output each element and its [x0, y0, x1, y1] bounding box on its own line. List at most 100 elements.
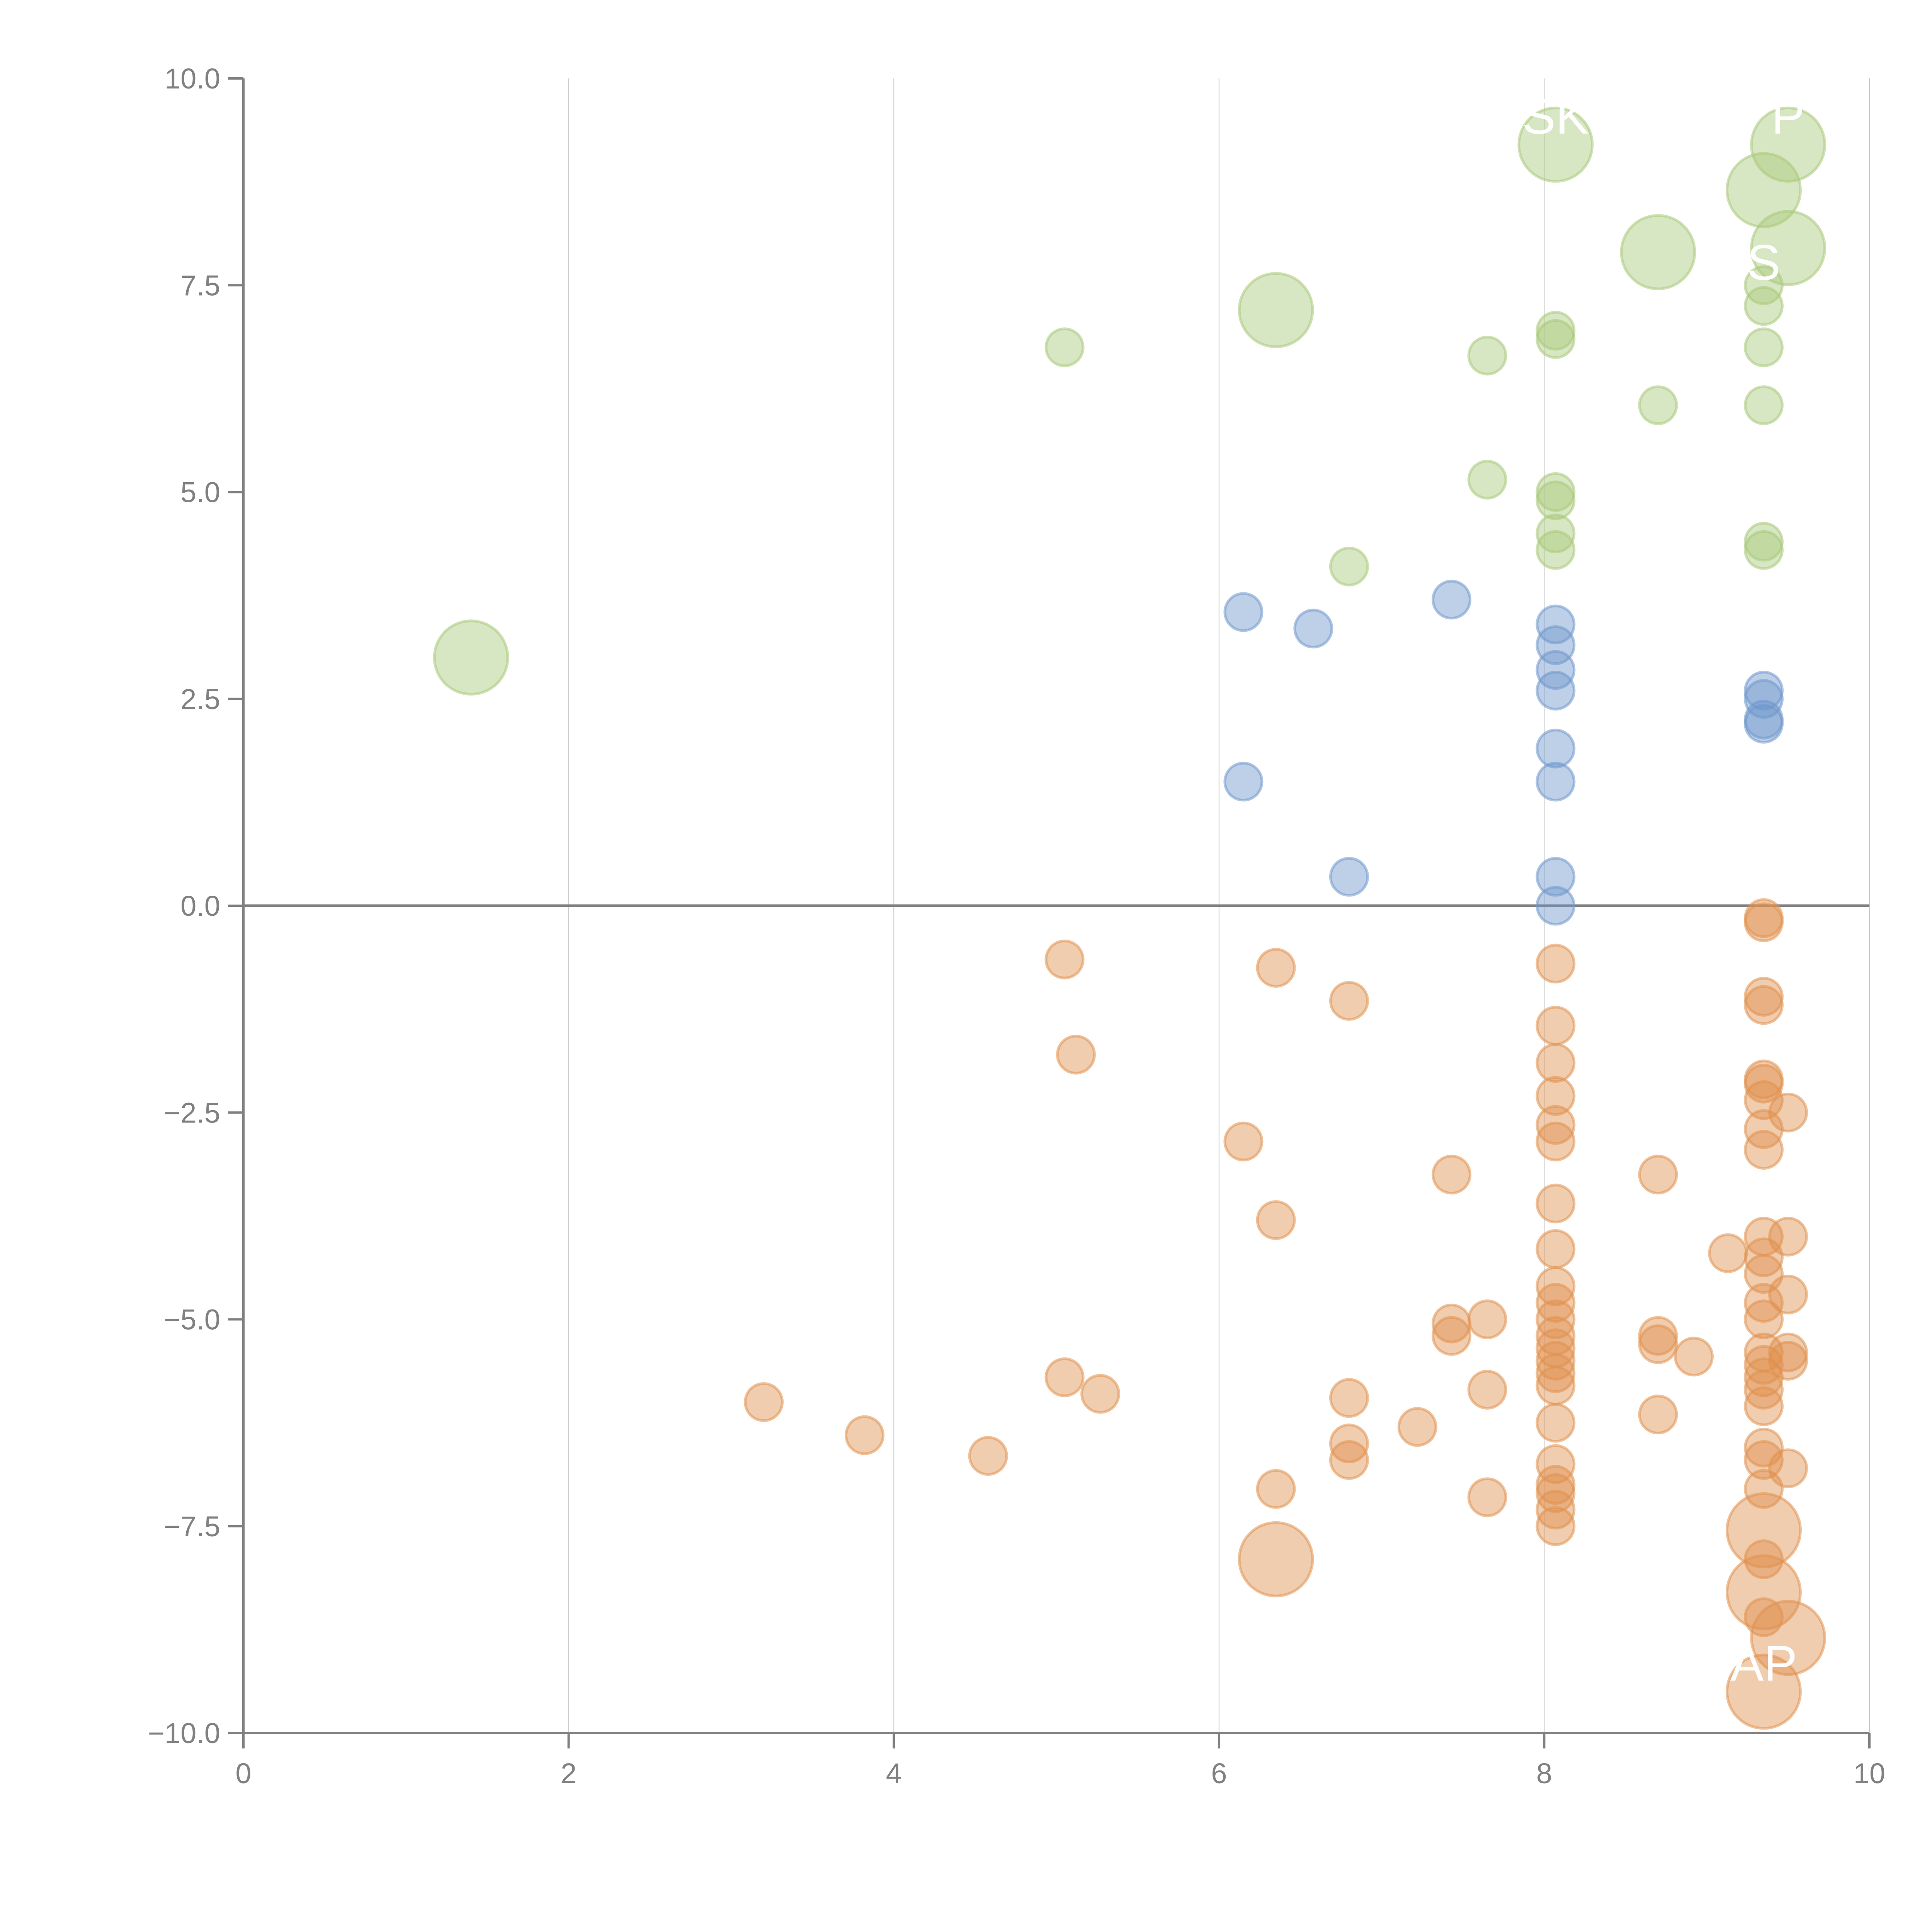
- data-point-green: [1517, 106, 1594, 183]
- data-point-orange: [1536, 1366, 1576, 1406]
- data-point-orange: [1768, 1341, 1808, 1381]
- y-tick-label: 5.0: [180, 476, 220, 509]
- data-point-orange: [1467, 1369, 1507, 1410]
- data-point-orange: [1536, 1229, 1576, 1269]
- data-point-green: [1638, 385, 1678, 425]
- data-point-orange: [1329, 981, 1369, 1021]
- data-points: [433, 106, 1827, 1730]
- data-point-green: [1536, 319, 1576, 359]
- data-point-orange: [1743, 985, 1784, 1025]
- data-point-orange: [1256, 948, 1296, 988]
- data-point-orange: [1708, 1233, 1748, 1273]
- point-label: P: [1771, 88, 1805, 145]
- data-point-green: [1743, 385, 1784, 425]
- data-point-blue: [1536, 762, 1576, 802]
- data-point-orange: [1743, 902, 1784, 942]
- data-point-orange: [1044, 939, 1085, 980]
- data-point-blue: [1743, 704, 1784, 744]
- data-point-green: [1467, 459, 1507, 500]
- data-point-orange: [1743, 1299, 1784, 1339]
- x-tick-label: 0: [235, 1757, 251, 1789]
- data-point-orange: [1725, 1492, 1802, 1568]
- data-point-orange: [1536, 1121, 1576, 1162]
- data-point-orange: [1056, 1034, 1096, 1075]
- data-point-green: [1329, 546, 1369, 587]
- data-point-orange: [1223, 1121, 1264, 1162]
- data-point-orange: [1256, 1469, 1296, 1509]
- data-point-green: [1743, 286, 1784, 326]
- data-point-green: [1743, 265, 1784, 305]
- data-point-blue: [1293, 609, 1333, 649]
- data-point-orange: [1743, 1386, 1784, 1426]
- data-point-blue: [1223, 592, 1264, 632]
- data-point-orange: [844, 1415, 884, 1455]
- data-point-orange: [1536, 1105, 1576, 1145]
- data-point-green: [1750, 106, 1827, 183]
- data-point-orange: [1674, 1337, 1714, 1377]
- point-label: SK: [1522, 88, 1589, 145]
- data-point-green: [1467, 335, 1507, 376]
- data-point-orange: [1536, 1005, 1576, 1046]
- data-point-orange: [1768, 1216, 1808, 1257]
- point-label: S: [1747, 234, 1781, 291]
- data-point-green: [1238, 272, 1314, 348]
- data-point-orange: [1536, 1473, 1576, 1513]
- data-point-orange: [1080, 1374, 1121, 1414]
- data-point-orange: [1536, 1403, 1576, 1443]
- data-point-orange: [1329, 1378, 1369, 1418]
- data-point-green: [1536, 530, 1576, 570]
- y-tick-label: 0.0: [180, 890, 220, 922]
- data-point-orange: [968, 1436, 1008, 1476]
- y-tick-label: −2.5: [164, 1097, 220, 1129]
- data-point-orange: [1743, 1130, 1784, 1170]
- point-labels: SK P S AP: [1522, 88, 1805, 1692]
- data-point-orange: [1638, 1395, 1678, 1435]
- data-point-orange: [1329, 1423, 1369, 1464]
- data-point-orange: [1397, 1407, 1437, 1447]
- data-point-orange: [1743, 1063, 1784, 1104]
- data-point-orange: [1638, 1324, 1678, 1364]
- y-ticks: −10.0 −7.5 −5.0 −2.5 0.0 2.5 5.0 7.5 10.0: [148, 63, 243, 1749]
- data-point-orange: [1536, 1043, 1576, 1083]
- data-point-blue: [1432, 580, 1472, 620]
- data-point-orange: [1768, 1448, 1808, 1488]
- data-point-orange: [1536, 1444, 1576, 1484]
- data-point-orange: [1536, 1353, 1576, 1393]
- data-point-green: [1743, 530, 1784, 570]
- y-tick-label: 10.0: [165, 63, 220, 95]
- x-tick-label: 6: [1211, 1757, 1227, 1789]
- data-point-green: [1044, 327, 1085, 367]
- data-point-orange: [1432, 1316, 1472, 1356]
- data-point-blue: [1536, 886, 1576, 926]
- data-point-green: [433, 619, 509, 696]
- data-point-orange: [1750, 1600, 1827, 1676]
- y-tick-label: −10.0: [148, 1717, 220, 1749]
- axes: [242, 78, 1869, 1734]
- y-tick-label: −5.0: [164, 1304, 220, 1336]
- data-point-orange: [1536, 944, 1576, 984]
- data-point-orange: [1536, 1076, 1576, 1116]
- data-point-orange: [1044, 1357, 1085, 1397]
- data-point-orange: [1743, 1440, 1784, 1480]
- data-point-green: [1743, 327, 1784, 367]
- data-point-orange: [1329, 1440, 1369, 1480]
- data-point-orange: [1536, 1506, 1576, 1546]
- data-point-orange: [1467, 1299, 1507, 1339]
- data-point-orange: [1638, 1155, 1678, 1195]
- data-point-orange: [1536, 1266, 1576, 1306]
- data-point-orange: [1536, 1299, 1576, 1339]
- data-point-orange: [1768, 1274, 1808, 1315]
- x-tick-label: 4: [886, 1757, 902, 1789]
- data-point-blue: [1536, 650, 1576, 690]
- data-point-orange: [1536, 1490, 1576, 1530]
- data-point-blue: [1536, 728, 1576, 769]
- data-point-blue: [1329, 857, 1369, 897]
- x-tick-label: 8: [1536, 1757, 1552, 1789]
- y-tick-label: 7.5: [180, 269, 220, 301]
- x-tick-label: 2: [561, 1757, 577, 1789]
- data-point-blue: [1536, 604, 1576, 645]
- y-tick-label: 2.5: [180, 683, 220, 715]
- x-ticks: 0 2 4 6 8 10: [235, 1733, 1885, 1789]
- data-point-green: [1725, 152, 1802, 228]
- x-tick-label: 10: [1854, 1757, 1885, 1789]
